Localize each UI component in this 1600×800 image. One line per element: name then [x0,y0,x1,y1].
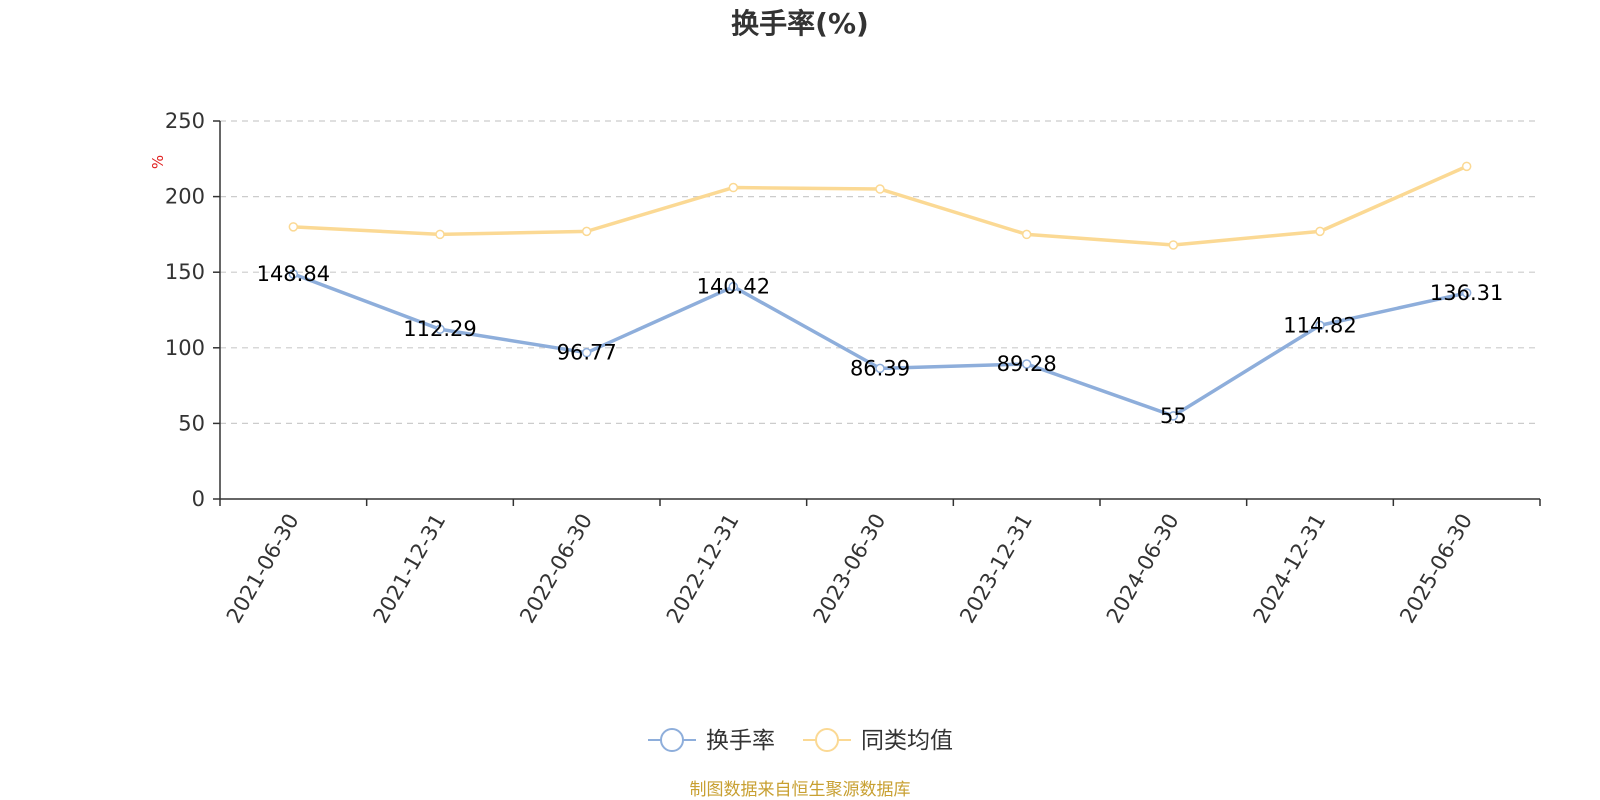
data-point-peer-average[interactable] [581,226,592,237]
x-tick-label: 2025-06-30 [1395,510,1477,628]
data-label-turnover: 96.77 [557,341,617,365]
legend-label-peer-average: 同类均值 [861,728,953,754]
series-line-turnover [291,272,1469,418]
chart-title: 换手率(%) [731,7,869,40]
data-point-peer-average[interactable] [1021,229,1032,240]
y-tick-label: 100 [165,336,205,360]
data-label-turnover: 55 [1160,404,1187,428]
y-tick-label: 50 [178,411,205,435]
data-label-turnover: 89.28 [997,352,1057,376]
data-label-turnover: 148.84 [257,262,330,286]
data-point-turnover[interactable] [1461,288,1472,298]
data-point-turnover[interactable] [288,269,299,279]
legend-item-turnover[interactable]: 换手率 [648,728,775,754]
data-labels: 148.84 112.29 96.77 140.42 86.39 89.28 55 114.8… [257,262,1504,428]
y-axis-unit-label: % [149,155,167,169]
data-point-turnover[interactable] [435,324,445,334]
x-tick-label: 2021-12-31 [369,510,451,628]
y-tick-label: 200 [165,185,205,209]
data-point-turnover[interactable] [1168,411,1179,421]
legend-label-turnover: 换手率 [706,728,775,754]
data-point-turnover[interactable] [1315,320,1325,331]
data-point-peer-average[interactable] [288,222,299,232]
grid-lines [220,120,1540,424]
data-point-turnover[interactable] [875,363,885,374]
y-tick-label: 150 [165,260,205,284]
x-tick-label: 2021-06-30 [222,510,304,628]
legend: 换手率 同类均值 [648,728,953,754]
data-point-peer-average[interactable] [1168,240,1179,250]
legend-marker-peer-average [815,728,839,752]
data-label-turnover: 136.31 [1430,281,1503,305]
x-tick-label: 2022-06-30 [515,510,597,628]
data-point-turnover[interactable] [728,281,739,292]
x-tick-label: 2024-06-30 [1102,510,1184,628]
x-tick-label: 2022-12-31 [662,510,744,628]
data-point-turnover[interactable] [581,347,592,358]
data-label-turnover: 86.39 [850,356,910,380]
data-label-turnover: 112.29 [403,317,476,341]
x-tick-label: 2023-06-30 [809,510,891,628]
data-point-peer-average[interactable] [728,182,739,193]
data-point-peer-average[interactable] [435,229,445,240]
x-tick-label: 2024-12-31 [1249,510,1331,628]
data-point-turnover[interactable] [1021,359,1032,369]
data-point-peer-average[interactable] [1315,226,1325,237]
series-layer [288,161,1472,421]
y-tick-label: 0 [192,487,205,511]
data-label-turnover: 114.82 [1283,313,1356,337]
legend-marker-turnover [660,728,684,752]
data-point-peer-average[interactable] [875,184,885,194]
x-tick-label: 2023-12-31 [955,510,1037,628]
series-line-peer-average [291,164,1469,247]
data-source-note: 制图数据来自恒生聚源数据库 [690,780,911,800]
y-tick-label: 250 [165,109,205,133]
data-label-turnover: 140.42 [697,275,770,299]
legend-item-peer-average[interactable]: 同类均值 [803,728,953,754]
data-point-peer-average[interactable] [1461,161,1472,172]
